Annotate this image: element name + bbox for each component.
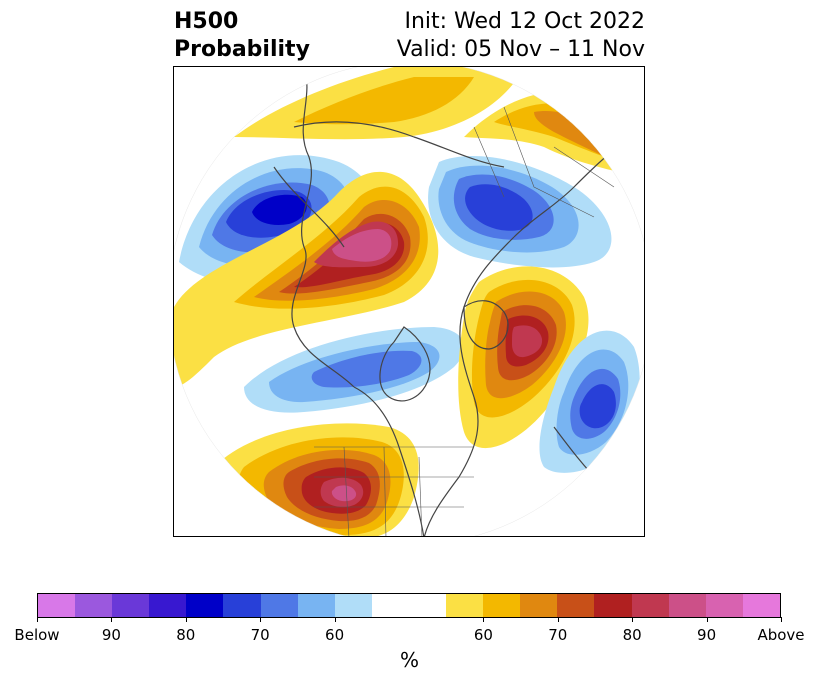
colorbar-tick-label: 90 bbox=[101, 626, 121, 644]
colorbar-tick-label: 70 bbox=[250, 626, 270, 644]
anomaly-siberia-below bbox=[428, 156, 612, 268]
colorbar-segment bbox=[408, 594, 447, 617]
colorbar-segment bbox=[75, 594, 113, 617]
title-line-2: Probability bbox=[174, 37, 310, 62]
date-info: Init: Wed 12 Oct 2022 Valid: 05 Nov – 11… bbox=[397, 8, 645, 64]
colorbar-unit-label: % bbox=[399, 648, 419, 672]
colorbar-segment bbox=[557, 594, 595, 617]
colorbar-tick bbox=[185, 617, 187, 622]
colorbar-segment bbox=[149, 594, 187, 617]
colorbar-tick-labels: Below 90 80 70 60 60 70 80 90 Above bbox=[14, 626, 804, 646]
colorbar-tick bbox=[334, 617, 336, 622]
colorbar-tick-label: 80 bbox=[176, 626, 196, 644]
colorbar-segment bbox=[112, 594, 150, 617]
colorbar-segment bbox=[705, 594, 743, 617]
colorbar-tick-label: 60 bbox=[325, 626, 345, 644]
political-borders bbox=[314, 106, 615, 536]
colorbar-segment bbox=[334, 594, 372, 617]
colorbar-segment bbox=[594, 594, 632, 617]
colorbar-segment bbox=[631, 594, 669, 617]
colorbar-tick-label: Below bbox=[14, 626, 60, 644]
colorbar-segment bbox=[483, 594, 521, 617]
colorbar-tick bbox=[483, 617, 485, 622]
valid-range: Valid: 05 Nov – 11 Nov bbox=[396, 37, 645, 62]
anomaly-atlantic-below bbox=[539, 330, 640, 473]
colorbar-segment bbox=[260, 594, 298, 617]
anomaly-alaska-above bbox=[174, 171, 439, 387]
anomaly-greenland-above bbox=[458, 266, 589, 449]
colorbar-tick bbox=[557, 617, 559, 622]
colorbar-tick bbox=[260, 617, 262, 622]
colorbar-segment bbox=[297, 594, 335, 617]
colorbar bbox=[37, 593, 781, 618]
colorbar-segment bbox=[223, 594, 261, 617]
colorbar-segment bbox=[186, 594, 224, 617]
colorbar-segment bbox=[520, 594, 558, 617]
colorbar-segment bbox=[446, 594, 484, 617]
colorbar-segment bbox=[371, 594, 409, 617]
init-date: Init: Wed 12 Oct 2022 bbox=[404, 9, 645, 34]
colorbar-tick bbox=[706, 617, 708, 622]
colorbar-tick-label: 70 bbox=[548, 626, 568, 644]
colorbar-tick-label: 90 bbox=[697, 626, 717, 644]
colorbar-segment bbox=[38, 594, 76, 617]
colorbar-tick bbox=[111, 617, 113, 622]
colorbar-segment bbox=[742, 594, 780, 617]
colorbar-tick-label: Above bbox=[757, 626, 805, 644]
anomaly-hudson-below bbox=[244, 327, 465, 413]
title-line-1: H500 bbox=[174, 9, 239, 34]
map-title: H500 Probability bbox=[174, 8, 310, 64]
colorbar-tick bbox=[632, 617, 634, 622]
colorbar-tick bbox=[37, 617, 38, 622]
colorbar-segment bbox=[668, 594, 706, 617]
colorbar-tick-label: 80 bbox=[622, 626, 642, 644]
colorbar-tick bbox=[781, 617, 782, 622]
probability-map bbox=[173, 66, 645, 537]
colorbar-tick-label: 60 bbox=[473, 626, 493, 644]
